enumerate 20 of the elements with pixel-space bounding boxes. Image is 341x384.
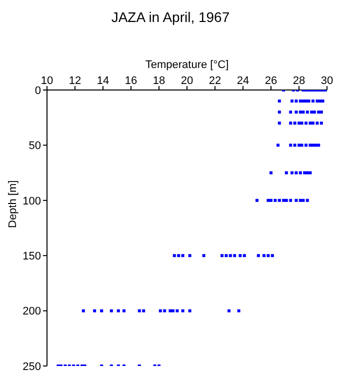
- y-tick-label: 0: [34, 84, 41, 97]
- x-tick-label: 26: [264, 75, 278, 87]
- x-tick-label: 24: [236, 75, 250, 87]
- x-tick-label: 22: [208, 75, 222, 87]
- y-tick-label: 50: [28, 140, 41, 152]
- y-tick-label: 200: [22, 306, 41, 318]
- x-tick-label: 18: [152, 75, 166, 87]
- y-tick-label: 150: [22, 250, 41, 263]
- chart-title: JAZA in April, 1967: [110, 8, 231, 26]
- x-tick-label: 16: [124, 75, 138, 87]
- x-tick-label: 30: [320, 75, 334, 87]
- x-tick-label: 10: [40, 75, 54, 87]
- x-tick-label: 12: [68, 75, 82, 87]
- x-tick-label: 28: [292, 75, 306, 87]
- x-axis-title: Temperature [°C]: [145, 58, 229, 71]
- x-tick-label: 14: [96, 75, 110, 87]
- y-tick-label: 100: [22, 195, 41, 208]
- y-axis-title: Depth [m]: [6, 180, 19, 228]
- y-tick-label: 250: [22, 360, 41, 373]
- x-tick-label: 20: [180, 75, 194, 87]
